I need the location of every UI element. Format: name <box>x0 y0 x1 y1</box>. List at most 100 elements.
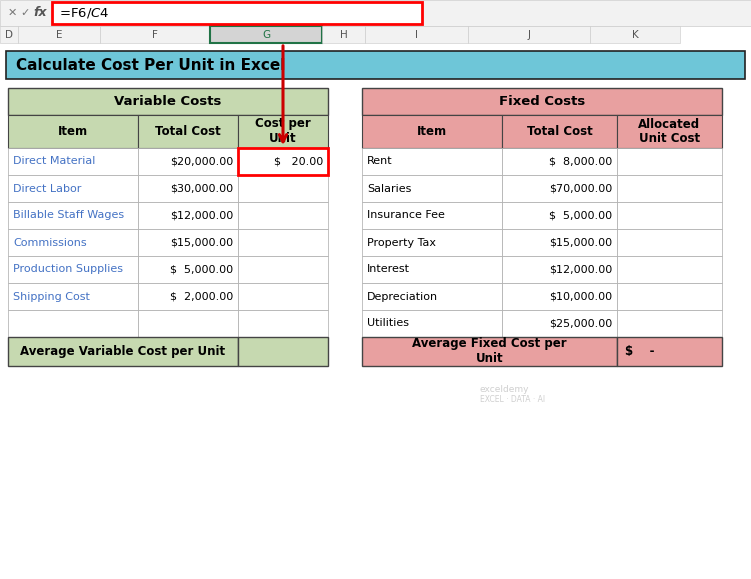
Text: Direct Labor: Direct Labor <box>13 184 81 193</box>
Text: H: H <box>339 30 348 39</box>
Text: Calculate Cost Per Unit in Excel: Calculate Cost Per Unit in Excel <box>16 57 285 72</box>
FancyBboxPatch shape <box>138 175 238 202</box>
FancyBboxPatch shape <box>502 229 617 256</box>
FancyBboxPatch shape <box>502 283 617 310</box>
Text: fx: fx <box>33 6 47 20</box>
Text: Direct Material: Direct Material <box>13 156 95 167</box>
Text: $30,000.00: $30,000.00 <box>170 184 233 193</box>
Text: Cost per
Unit: Cost per Unit <box>255 118 311 145</box>
FancyBboxPatch shape <box>8 175 138 202</box>
Text: F: F <box>152 30 158 39</box>
FancyBboxPatch shape <box>8 229 138 256</box>
FancyBboxPatch shape <box>362 283 502 310</box>
FancyBboxPatch shape <box>138 310 238 337</box>
Text: $15,000.00: $15,000.00 <box>170 237 233 247</box>
FancyBboxPatch shape <box>617 175 722 202</box>
Text: Property Tax: Property Tax <box>367 237 436 247</box>
FancyBboxPatch shape <box>138 148 238 175</box>
FancyBboxPatch shape <box>238 115 328 148</box>
FancyBboxPatch shape <box>502 148 617 175</box>
Text: I: I <box>415 30 418 39</box>
Text: $  5,000.00: $ 5,000.00 <box>170 265 233 274</box>
Text: Shipping Cost: Shipping Cost <box>13 291 90 302</box>
FancyBboxPatch shape <box>238 229 328 256</box>
Text: Interest: Interest <box>367 265 410 274</box>
FancyBboxPatch shape <box>6 51 745 79</box>
FancyBboxPatch shape <box>502 310 617 337</box>
Text: J: J <box>527 30 530 39</box>
FancyBboxPatch shape <box>238 337 328 366</box>
Text: =F6/$C$4: =F6/$C$4 <box>59 6 110 20</box>
Text: E: E <box>56 30 62 39</box>
FancyBboxPatch shape <box>138 283 238 310</box>
FancyBboxPatch shape <box>8 256 138 283</box>
Text: Depreciation: Depreciation <box>367 291 438 302</box>
FancyBboxPatch shape <box>8 202 138 229</box>
FancyBboxPatch shape <box>502 256 617 283</box>
Text: $20,000.00: $20,000.00 <box>170 156 233 167</box>
FancyBboxPatch shape <box>365 26 468 43</box>
FancyBboxPatch shape <box>502 202 617 229</box>
FancyBboxPatch shape <box>238 175 328 202</box>
FancyBboxPatch shape <box>0 0 751 26</box>
Text: Variable Costs: Variable Costs <box>114 95 222 108</box>
FancyBboxPatch shape <box>238 310 328 337</box>
FancyBboxPatch shape <box>8 115 138 148</box>
FancyBboxPatch shape <box>617 148 722 175</box>
FancyBboxPatch shape <box>362 115 502 148</box>
FancyArrowPatch shape <box>279 46 287 142</box>
Text: $  2,000.00: $ 2,000.00 <box>170 291 233 302</box>
FancyBboxPatch shape <box>138 115 238 148</box>
Text: $12,000.00: $12,000.00 <box>170 211 233 221</box>
FancyBboxPatch shape <box>362 175 502 202</box>
Text: $  5,000.00: $ 5,000.00 <box>549 211 612 221</box>
FancyBboxPatch shape <box>617 337 722 366</box>
FancyBboxPatch shape <box>138 202 238 229</box>
FancyBboxPatch shape <box>617 283 722 310</box>
FancyBboxPatch shape <box>138 256 238 283</box>
FancyBboxPatch shape <box>0 43 751 51</box>
Text: K: K <box>632 30 638 39</box>
Text: Production Supplies: Production Supplies <box>13 265 123 274</box>
FancyBboxPatch shape <box>362 202 502 229</box>
Text: $    -: $ - <box>625 345 655 358</box>
FancyBboxPatch shape <box>100 26 210 43</box>
FancyBboxPatch shape <box>238 148 328 175</box>
Text: Item: Item <box>58 125 88 138</box>
Text: G: G <box>262 30 270 39</box>
FancyBboxPatch shape <box>362 229 502 256</box>
FancyBboxPatch shape <box>52 2 422 24</box>
Text: Fixed Costs: Fixed Costs <box>499 95 585 108</box>
FancyBboxPatch shape <box>362 256 502 283</box>
FancyBboxPatch shape <box>617 310 722 337</box>
Text: $70,000.00: $70,000.00 <box>549 184 612 193</box>
FancyBboxPatch shape <box>617 256 722 283</box>
Text: ✕: ✕ <box>8 8 17 18</box>
Text: Total Cost: Total Cost <box>526 125 593 138</box>
FancyBboxPatch shape <box>362 88 722 115</box>
Text: Average Variable Cost per Unit: Average Variable Cost per Unit <box>20 345 225 358</box>
FancyBboxPatch shape <box>8 88 328 115</box>
FancyBboxPatch shape <box>502 115 617 148</box>
FancyBboxPatch shape <box>8 148 138 175</box>
Text: D: D <box>5 30 13 39</box>
Text: Commissions: Commissions <box>13 237 86 247</box>
FancyBboxPatch shape <box>238 283 328 310</box>
Text: $25,000.00: $25,000.00 <box>549 318 612 328</box>
Text: $  8,000.00: $ 8,000.00 <box>549 156 612 167</box>
Text: Billable Staff Wages: Billable Staff Wages <box>13 211 124 221</box>
FancyBboxPatch shape <box>138 229 238 256</box>
FancyBboxPatch shape <box>210 26 322 43</box>
FancyBboxPatch shape <box>0 26 18 43</box>
FancyBboxPatch shape <box>238 256 328 283</box>
Text: $12,000.00: $12,000.00 <box>549 265 612 274</box>
FancyBboxPatch shape <box>8 283 138 310</box>
FancyBboxPatch shape <box>238 202 328 229</box>
FancyBboxPatch shape <box>617 229 722 256</box>
FancyBboxPatch shape <box>617 202 722 229</box>
Text: $   20.00: $ 20.00 <box>274 156 323 167</box>
FancyBboxPatch shape <box>8 337 238 366</box>
Text: Salaries: Salaries <box>367 184 412 193</box>
Text: EXCEL · DATA · AI: EXCEL · DATA · AI <box>480 394 545 404</box>
Text: ✓: ✓ <box>20 8 29 18</box>
